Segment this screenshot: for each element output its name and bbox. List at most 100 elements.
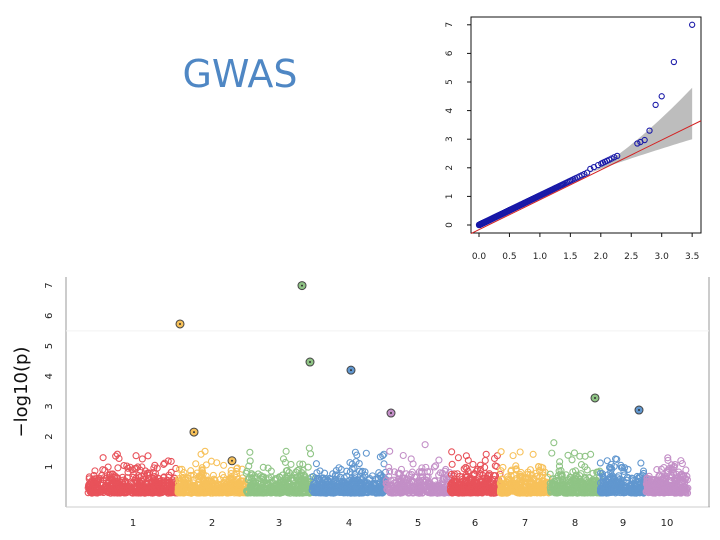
highlighted-snp — [175, 319, 185, 329]
snp-point — [117, 488, 125, 497]
snp-point — [618, 485, 626, 493]
snp-point — [115, 454, 123, 463]
snp-point — [178, 465, 186, 473]
snp-point — [332, 466, 340, 475]
snp-point — [251, 472, 259, 480]
snp-point — [676, 489, 684, 497]
snp-point — [332, 479, 340, 487]
snp-point — [551, 477, 559, 485]
snp-point — [144, 452, 152, 460]
snp-point — [607, 468, 615, 476]
chromosome-label: 5 — [415, 518, 421, 529]
snp-point — [138, 455, 146, 463]
snp-point — [448, 448, 456, 456]
snp-point — [154, 479, 162, 488]
snp-point — [436, 469, 444, 477]
highlighted-snp — [346, 365, 356, 375]
snp-point — [226, 486, 234, 494]
snp-point — [453, 487, 461, 495]
qq-y-tick-label: 6 — [445, 50, 455, 56]
snp-point — [664, 484, 672, 492]
snp-point — [113, 450, 121, 458]
qq-x-tick-label: 3.0 — [655, 252, 670, 262]
snp-point — [392, 489, 400, 497]
snp-point — [512, 462, 520, 470]
snp-point — [548, 449, 556, 457]
snp-point — [316, 467, 324, 475]
snp-point — [603, 488, 611, 496]
snp-point — [459, 475, 467, 483]
snp-point — [558, 471, 566, 479]
snp-point — [491, 472, 500, 480]
snp-point — [558, 483, 566, 491]
snp-point — [476, 465, 485, 473]
snp-point — [91, 489, 99, 497]
snp-point — [292, 473, 300, 482]
snp-point — [587, 481, 596, 489]
qq-point — [634, 140, 641, 147]
snp-point — [434, 486, 442, 494]
snp-point — [399, 451, 407, 460]
slide-title: GWAS — [182, 52, 298, 96]
highlighted-snp-center — [231, 459, 233, 462]
chromosome-label: 1 — [130, 518, 136, 529]
highlighted-snp-center — [350, 369, 352, 372]
snp-point — [481, 456, 489, 465]
snp-point — [569, 488, 578, 496]
snp-point — [533, 488, 541, 496]
snp-point — [362, 449, 370, 457]
highlighted-snp-center — [638, 409, 640, 412]
snp-point — [484, 472, 492, 480]
snp-point — [566, 473, 574, 481]
highlighted-snp-center — [309, 361, 311, 364]
chromosome-label: 7 — [522, 518, 528, 529]
snp-point — [216, 476, 224, 484]
snp-point — [160, 460, 168, 468]
snp-point — [209, 478, 217, 487]
snp-point — [259, 483, 267, 491]
snp-point — [198, 466, 206, 474]
snp-point — [193, 469, 201, 477]
snp-point — [315, 475, 323, 483]
snp-point — [586, 485, 594, 493]
snp-point — [347, 489, 355, 497]
y-axis-label: −log10(p) — [11, 347, 32, 438]
snp-point — [476, 470, 484, 478]
y-tick-label: 4 — [44, 373, 55, 379]
snp-point — [177, 489, 185, 497]
snp-point — [152, 485, 160, 494]
snp-point — [565, 481, 574, 489]
snp-point — [399, 481, 407, 489]
snp-point — [571, 467, 580, 475]
snp-point — [259, 463, 267, 471]
snp-point — [107, 489, 115, 497]
snp-point — [331, 475, 339, 483]
snp-point — [596, 459, 604, 467]
snp-point — [577, 461, 586, 469]
snp-point — [626, 488, 634, 496]
snp-point — [502, 489, 510, 497]
chromosome-9-points — [596, 455, 650, 497]
snp-point — [348, 486, 356, 494]
chromosome-2-points — [174, 447, 250, 497]
snp-point — [412, 481, 421, 489]
snp-point — [572, 475, 580, 484]
snp-point — [372, 488, 380, 496]
snp-point — [246, 448, 254, 456]
snp-point — [448, 480, 456, 488]
snp-point — [312, 460, 320, 468]
snp-point — [356, 467, 364, 475]
snp-point — [298, 468, 306, 477]
snp-point — [664, 454, 672, 462]
highlighted-snp — [297, 281, 307, 291]
snp-point — [458, 487, 466, 495]
snp-point — [202, 461, 210, 469]
snp-point — [526, 479, 534, 487]
snp-point — [482, 450, 490, 458]
snp-point — [427, 488, 435, 496]
snp-point — [509, 452, 517, 460]
qq-y-tick-label: 1 — [445, 194, 455, 200]
snp-point — [106, 473, 114, 481]
highlighted-snp-center — [193, 431, 195, 434]
snp-point — [287, 460, 295, 468]
